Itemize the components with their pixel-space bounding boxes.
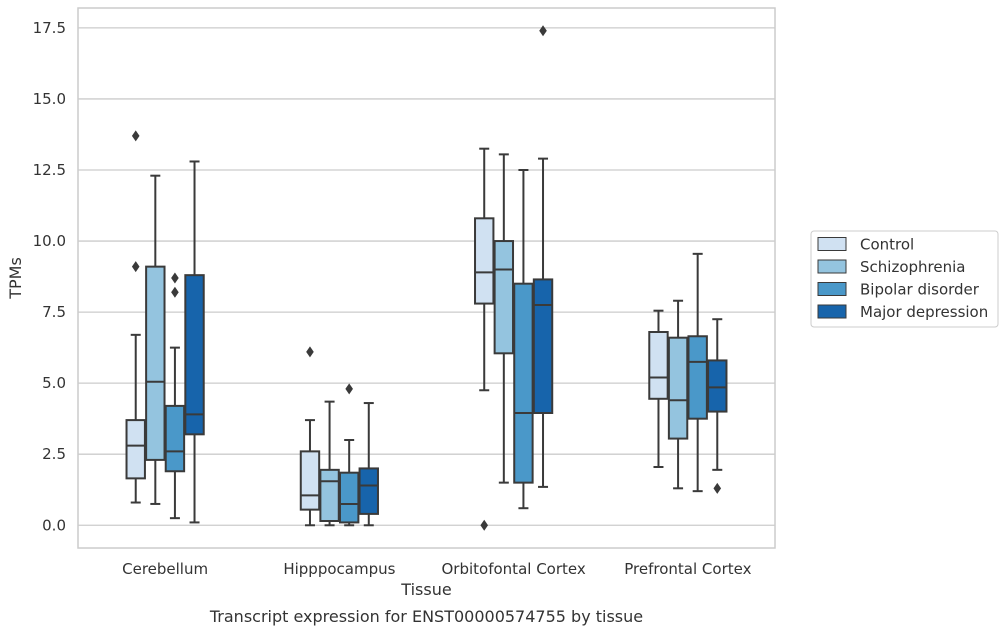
y-tick-label: 0.0 xyxy=(42,516,66,534)
outlier-marker xyxy=(171,286,179,298)
iqr-box xyxy=(707,359,728,413)
outlier-marker xyxy=(345,383,353,395)
iqr-box xyxy=(164,404,186,473)
y-tick-label: 5.0 xyxy=(42,374,66,392)
iqr-box xyxy=(513,282,534,484)
outlier-marker xyxy=(131,130,140,142)
legend-frame xyxy=(810,230,999,328)
outlier-marker xyxy=(131,261,140,273)
legend-swatch xyxy=(817,282,847,296)
iqr-box xyxy=(687,335,708,420)
box-group xyxy=(125,130,146,504)
box-group xyxy=(164,272,186,520)
iqr-box xyxy=(358,467,379,515)
x-tick-label: Prefrontal Cortex xyxy=(624,560,751,578)
iqr-box xyxy=(667,336,689,440)
legend-label: Major depression xyxy=(860,303,988,321)
box-group xyxy=(338,383,360,527)
box-group xyxy=(707,318,728,494)
boxes xyxy=(125,25,728,531)
outlier-marker xyxy=(713,482,722,494)
y-tick-label: 10.0 xyxy=(33,232,66,250)
chart-caption: Transcript expression for ENST0000057475… xyxy=(209,607,643,626)
iqr-box xyxy=(145,265,166,461)
outlier-marker xyxy=(171,272,179,284)
iqr-box xyxy=(299,450,321,511)
box-group xyxy=(319,400,340,527)
box-group xyxy=(474,147,495,531)
iqr-box xyxy=(493,240,515,355)
x-tick-label: Cerebellum xyxy=(122,560,208,578)
legend-label: Control xyxy=(860,236,914,254)
box-group xyxy=(184,160,205,524)
y-tick-label: 7.5 xyxy=(42,303,66,321)
plot-area-frame xyxy=(77,7,776,549)
y-axis-ticks: 0.0 2.5 5.0 7.5 10.0 12.5 15.0 17.5 xyxy=(33,19,66,534)
y-tick-label: 2.5 xyxy=(42,445,66,463)
x-tick-label: Hipppocampus xyxy=(283,560,395,578)
box-group xyxy=(299,346,321,527)
legend-swatch xyxy=(817,259,847,274)
legend-swatch xyxy=(817,237,847,251)
box-group xyxy=(532,25,554,488)
box-group xyxy=(667,299,689,490)
y-axis-title: TPMs xyxy=(6,257,25,300)
iqr-box xyxy=(474,217,495,305)
outlier-marker xyxy=(539,25,547,37)
legend-label: Bipolar disorder xyxy=(860,281,980,299)
iqr-box xyxy=(184,274,205,436)
y-tick-label: 15.0 xyxy=(33,90,66,108)
x-axis-ticks: Cerebellum Hipppocampus Orbitofontal Corte… xyxy=(122,560,751,578)
x-tick-label: Orbitofontal Cortex xyxy=(442,560,586,578)
y-tick-label: 17.5 xyxy=(33,19,66,37)
iqr-box xyxy=(338,471,360,524)
box-group xyxy=(493,153,515,484)
outlier-marker xyxy=(480,519,489,531)
iqr-box xyxy=(532,278,554,414)
legend-swatch xyxy=(817,304,847,319)
y-tick-label: 12.5 xyxy=(33,161,66,179)
legend-label: Schizophrenia xyxy=(860,258,965,276)
legend: Control Schizophrenia Bipolar disorder Majo… xyxy=(810,230,999,328)
x-axis-title: Tissue xyxy=(400,580,451,599)
box-group xyxy=(687,252,708,493)
box-group xyxy=(358,402,379,527)
iqr-box xyxy=(319,468,340,522)
box-group xyxy=(513,169,534,510)
box-group xyxy=(648,309,669,468)
box-group xyxy=(145,174,166,505)
iqr-box xyxy=(125,419,146,480)
outlier-marker xyxy=(306,346,314,358)
iqr-box xyxy=(648,331,669,400)
